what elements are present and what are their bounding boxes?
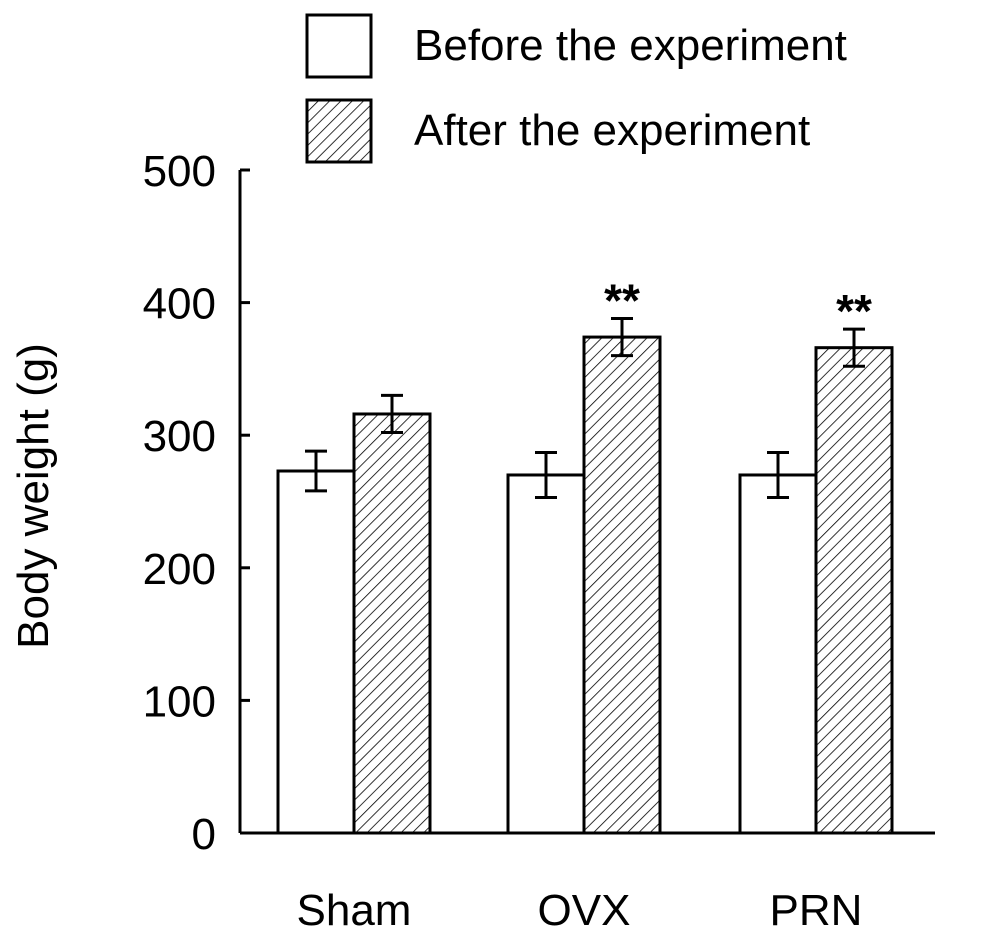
bar-sham-after xyxy=(352,412,432,835)
x-tick-label: Sham xyxy=(297,886,412,935)
significance-marker: ** xyxy=(836,285,872,337)
y-tick-label: 300 xyxy=(143,412,216,461)
legend-label: Before the experiment xyxy=(414,21,847,70)
x-tick-label: PRN xyxy=(770,886,863,935)
bar-ovx-after xyxy=(582,335,662,835)
x-tick-label: OVX xyxy=(538,886,631,935)
bar-prn-before xyxy=(738,473,818,835)
bars: ** ** xyxy=(276,275,894,835)
y-axis-label: Body weight (g) xyxy=(9,343,58,649)
bar-sham-before xyxy=(276,469,356,835)
y-tick-label: 100 xyxy=(143,677,216,726)
bar-prn-after xyxy=(814,346,894,835)
y-tick-label: 400 xyxy=(143,280,216,329)
y-tick-label: 0 xyxy=(192,810,216,859)
legend-swatch xyxy=(305,13,373,79)
legend-label: After the experiment xyxy=(414,106,810,155)
legend: Before the experiment After the experimen… xyxy=(305,13,847,164)
bar-ovx-before xyxy=(506,473,586,835)
y-tick-label: 500 xyxy=(143,147,216,196)
x-axis-labels: Sham OVX PRN xyxy=(297,886,863,935)
y-axis: 0 100 200 300 400 500 xyxy=(143,147,935,859)
y-tick-label: 200 xyxy=(143,545,216,594)
significance-marker: ** xyxy=(604,275,640,327)
legend-swatch xyxy=(305,98,373,164)
